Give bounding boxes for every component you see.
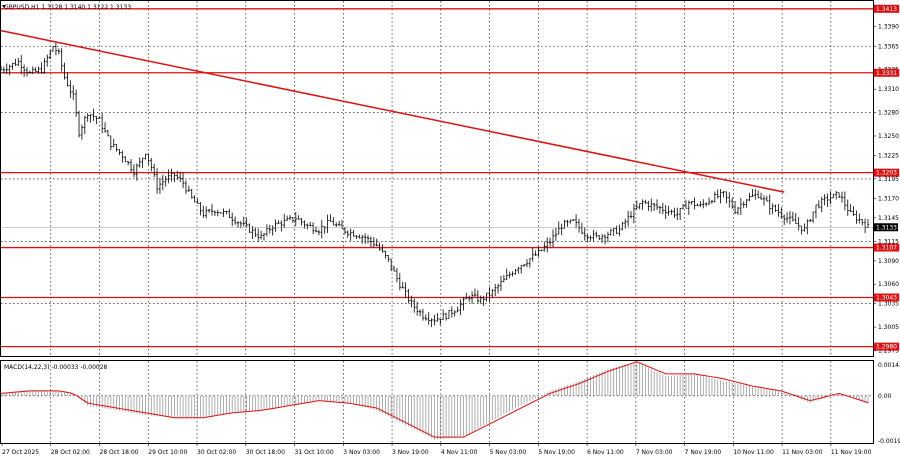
level-tag-bg: [874, 168, 899, 177]
time-axis-label: 28 Oct 02:00: [51, 449, 90, 456]
time-axis-label: 31 Oct 10:00: [295, 449, 334, 456]
time-axis-label: 4 Nov 11:00: [441, 449, 478, 456]
level-tag-bg: [874, 68, 899, 77]
current-price-tag: 1.3133: [874, 223, 898, 232]
level-tag-label: 1.3203: [876, 170, 897, 177]
time-axis: 27 Oct 2025 28 Oct 02:00 28 Oct 18:00 29 Oc…: [1, 443, 872, 456]
time-axis-label: 7 Nov 03:00: [636, 449, 673, 456]
price-pane-border: [0, 0, 874, 357]
macd-signal-line: [0, 361, 869, 438]
price-axis-label: 1.3170: [878, 195, 899, 202]
macd-title: MACD(14,22,3) -0.00033 -0.00028: [4, 364, 108, 371]
time-axis-label: 28 Oct 18:00: [100, 449, 139, 456]
level-tag-label: 1.2980: [876, 344, 897, 351]
level-tag-label: 1.3107: [876, 245, 897, 252]
time-axis-label: 3 Nov 03:00: [343, 449, 380, 456]
macd-axis: 0.00143 0.00 -0.00194: [878, 362, 900, 445]
trendline: [0, 29, 785, 193]
price-grid: [1, 1, 873, 356]
time-axis-label: 5 Nov 03:00: [490, 449, 527, 456]
level-tag-bg: [874, 293, 899, 302]
time-axis-label: 6 Nov 11:00: [587, 449, 624, 456]
level-tag-bg: [874, 342, 899, 351]
price-axis-label: 1.3195: [878, 176, 899, 183]
macd-pane-border: [0, 360, 874, 444]
current-price-tag-label: 1.3133: [876, 224, 897, 231]
horizontal-levels: [1, 8, 873, 348]
level-tags: 1.3413 1.3331 1.3203 1.3107 1.3043 1.2980: [874, 4, 899, 351]
level-tag-bg: [874, 243, 899, 252]
time-axis-label: 5 Nov 19:00: [538, 449, 575, 456]
price-axis-label: 1.3280: [878, 110, 899, 117]
price-axis-label: 1.3310: [878, 86, 899, 93]
time-axis-label: 7 Nov 19:00: [685, 449, 722, 456]
level-tag-label: 1.3331: [876, 70, 897, 77]
price-axis-label: 1.3005: [878, 324, 899, 331]
current-price-tag-bg: [874, 223, 898, 232]
level-tag-bg: [874, 4, 899, 13]
price-axis-label: 1.3145: [878, 215, 899, 222]
macd-histogram: [0, 361, 869, 440]
time-axis-label: 30 Oct 02:00: [197, 449, 236, 456]
price-axis-label: 1.3115: [878, 238, 899, 245]
level-tag-label: 1.3043: [876, 294, 897, 301]
price-axis-label: 1.3090: [878, 258, 899, 265]
time-axis-label: 11 Nov 03:00: [782, 449, 823, 456]
price-axis-label: 1.2975: [878, 348, 899, 355]
candles: [0, 41, 870, 328]
price-axis-label: 1.3060: [878, 281, 899, 288]
price-axis-label: 1.3250: [878, 133, 899, 140]
price-axis-label: 1.3035: [878, 301, 899, 308]
level-tag-label: 1.3413: [876, 6, 897, 13]
price-pane[interactable]: GBPUSD,H1 1.3128 1.3140 1.3122 1.3133: [0, 0, 874, 357]
macd-axis-label: 0.00: [878, 393, 892, 400]
chart-title: GBPUSD,H1 1.3128 1.3140 1.3122 1.3133: [4, 4, 131, 11]
time-axis-label: 10 Nov 11:00: [733, 449, 774, 456]
time-axis-label: 3 Nov 19:00: [392, 449, 429, 456]
time-axis-label: 27 Oct 2025: [2, 449, 39, 456]
time-axis-label: 29 Oct 10:00: [148, 449, 187, 456]
macd-axis-label: -0.00194: [878, 438, 900, 445]
symbol-dropdown-icon[interactable]: [2, 5, 6, 8]
macd-axis-label: 0.00143: [878, 362, 900, 369]
price-axis-label: 1.3365: [878, 43, 899, 50]
macd-pane[interactable]: MACD(14,22,3) -0.00033 -0.00028: [0, 360, 874, 444]
price-axis-label: 1.3390: [878, 24, 899, 31]
time-axis-label: 30 Oct 18:00: [246, 449, 285, 456]
price-axis-label: 1.3225: [878, 152, 899, 159]
time-axis-label: 11 Nov 19:00: [831, 449, 872, 456]
price-axis: 1.33901.33651.33351.33101.32801.32501.32…: [873, 24, 899, 355]
